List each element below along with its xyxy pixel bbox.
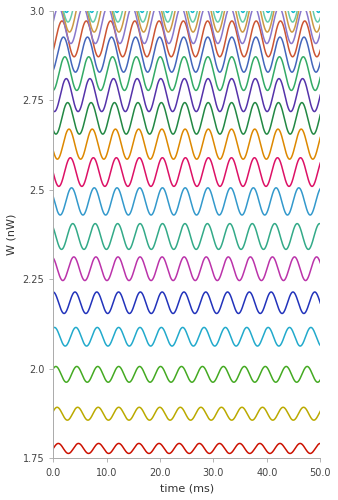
Y-axis label: W (nW): W (nW) <box>7 214 17 256</box>
X-axis label: time (ms): time (ms) <box>160 483 214 493</box>
